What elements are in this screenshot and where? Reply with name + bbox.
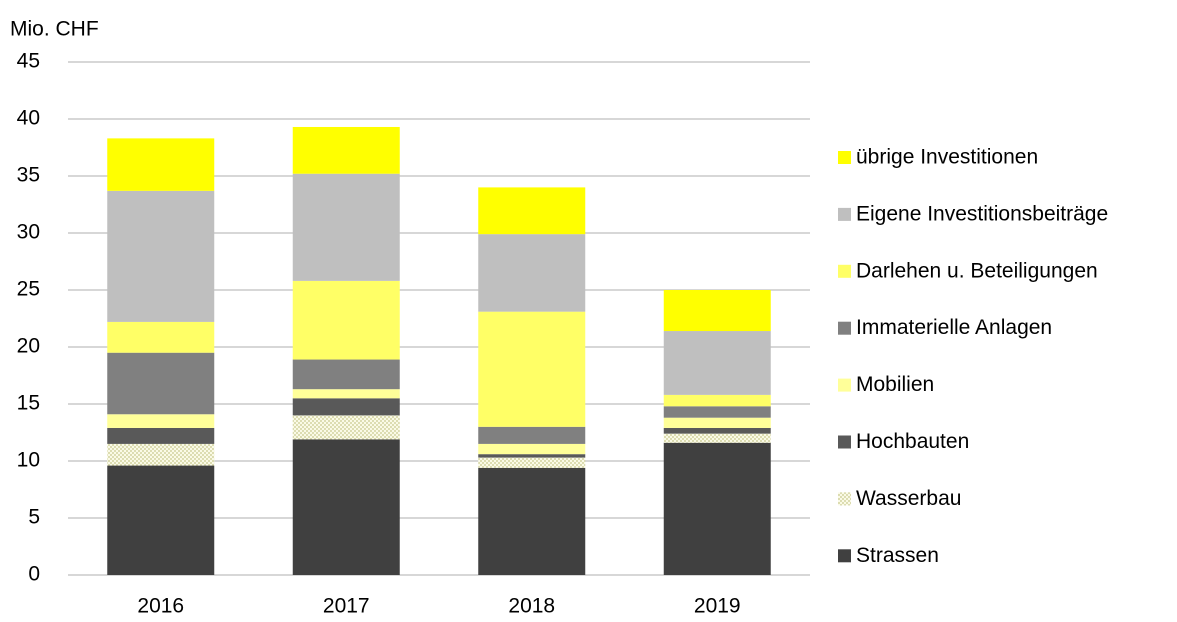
bar-segment: [292, 359, 400, 390]
bar-segment: [107, 427, 215, 444]
bar-segment: [292, 389, 400, 399]
bar-segment: [292, 415, 400, 440]
bar-segment: [292, 398, 400, 416]
x-tick-label: 2017: [323, 595, 370, 617]
y-tick-label: 10: [17, 449, 40, 472]
legend-label: Immaterielle Anlagen: [856, 316, 1052, 339]
y-tick-label: 45: [17, 50, 40, 73]
bar-segment: [478, 311, 586, 427]
bar-segment: [478, 443, 586, 455]
bar-segment: [663, 442, 771, 575]
legend-label: übrige Investitionen: [856, 146, 1038, 169]
x-tick-label: 2018: [508, 595, 555, 617]
legend-label: Mobilien: [856, 373, 934, 396]
legend-swatch: [838, 151, 851, 164]
legend-label: Strassen: [856, 544, 939, 567]
legend-label: Hochbauten: [856, 430, 969, 453]
bar-segment: [107, 321, 215, 353]
x-tick-label: 2019: [694, 595, 741, 617]
legend-swatch: [838, 549, 851, 563]
bar-segment: [663, 331, 771, 395]
bar-segment: [663, 433, 771, 443]
legend-swatch: [838, 207, 851, 221]
y-tick-label: 0: [28, 563, 40, 586]
y-tick-label: 40: [17, 107, 40, 130]
legend-label: Darlehen u. Beteiligungen: [856, 259, 1098, 282]
bar-segment: [107, 443, 215, 466]
y-tick-label: 15: [17, 392, 40, 415]
bar-segment: [107, 190, 215, 322]
y-tick-label: 20: [17, 335, 40, 358]
bar-segment: [478, 234, 586, 312]
legend-label: Wasserbau: [856, 487, 961, 510]
bar-segment: [663, 290, 771, 332]
legend-swatch: [838, 264, 851, 278]
bar-segment: [663, 406, 771, 418]
bar-segment: [292, 173, 400, 281]
y-tick-label: 35: [17, 164, 40, 187]
legend-swatch: [838, 492, 851, 506]
bar-segment: [478, 426, 586, 444]
bar-segment: [663, 417, 771, 428]
bar-segment: [663, 394, 771, 407]
bar-segment: [107, 465, 215, 575]
bar-segment: [478, 454, 586, 458]
x-tick-label: 2016: [137, 595, 184, 617]
bar-segment: [663, 427, 771, 434]
bar-segment: [107, 352, 215, 415]
legend-swatch: [838, 321, 851, 335]
bar-segment: [478, 187, 586, 235]
bar-segment: [478, 467, 586, 575]
bar-segment: [107, 138, 215, 191]
bar-segment: [107, 414, 215, 428]
y-tick-label: 5: [28, 506, 40, 529]
bar-segment: [292, 439, 400, 575]
legend-swatch: [838, 378, 851, 392]
bar-segment: [292, 280, 400, 360]
legend-swatch: [838, 435, 851, 449]
legend-label: Eigene Investitionsbeiträge: [856, 202, 1108, 225]
y-axis-label: Mio. CHF: [10, 18, 99, 41]
bar-segment: [478, 457, 586, 468]
bar-segment: [292, 126, 400, 174]
y-tick-label: 30: [17, 221, 40, 244]
y-tick-label: 25: [17, 278, 40, 301]
